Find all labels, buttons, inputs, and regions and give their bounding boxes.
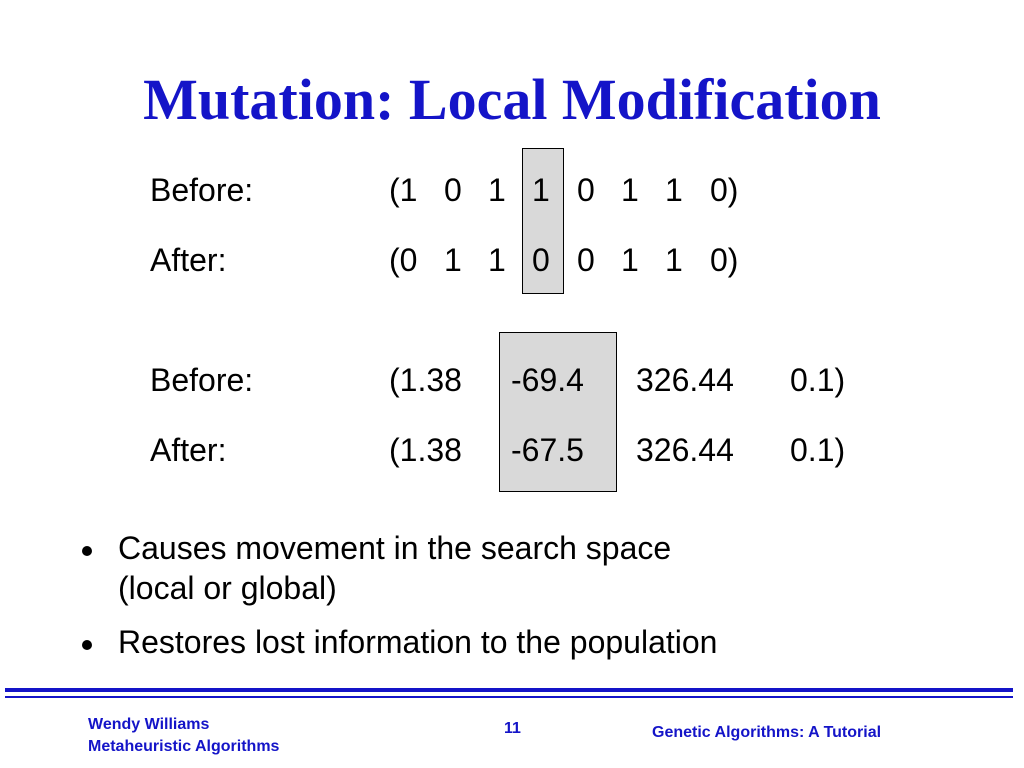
footer-deck-title: Genetic Algorithms: A Tutorial — [652, 724, 882, 741]
binary-after-bit: 1 — [665, 242, 683, 278]
footer-divider-thick — [5, 688, 1013, 692]
footer-divider-thin — [5, 696, 1013, 698]
real-after-value: (1.38 — [389, 432, 462, 468]
bullet-dot-icon — [82, 546, 92, 556]
real-before-value: 326.44 — [636, 362, 734, 398]
binary-before-bit: 0) — [710, 172, 739, 208]
binary-after-bit: (0 — [389, 242, 418, 278]
binary-after-bit: 0) — [710, 242, 739, 278]
binary-before-bit: 1 — [621, 172, 639, 208]
real-before-label: Before: — [150, 362, 254, 398]
binary-mutation-highlight — [522, 148, 564, 294]
real-after-label: After: — [150, 432, 227, 468]
bullet-text-continued: (local or global) — [118, 570, 337, 606]
real-after-value: 326.44 — [636, 432, 734, 468]
binary-after-bit: 1 — [621, 242, 639, 278]
binary-before-bit: 1 — [488, 172, 506, 208]
bullet-text: Causes movement in the search space — [118, 530, 672, 566]
binary-after-bit: 1 — [444, 242, 462, 278]
bullet-item: Causes movement in the search space (loc… — [78, 528, 978, 608]
binary-before-bit: 1 — [532, 172, 550, 208]
binary-after-label: After: — [150, 242, 227, 278]
binary-before-label: Before: — [150, 172, 254, 208]
binary-before-bit: 1 — [665, 172, 683, 208]
binary-after-bit: 0 — [577, 242, 595, 278]
real-after-value: 0.1) — [790, 432, 846, 468]
slide-title: Mutation: Local Modification — [143, 67, 881, 132]
footer-left: Wendy Williams Metaheuristic Algorithms — [88, 714, 279, 758]
bullet-list: Causes movement in the search space (loc… — [78, 528, 978, 676]
real-before-value: -69.4 — [511, 362, 584, 398]
real-after-value: -67.5 — [511, 432, 584, 468]
real-before-value: (1.38 — [389, 362, 462, 398]
binary-before-bit: 0 — [577, 172, 595, 208]
real-before-value: 0.1) — [790, 362, 846, 398]
footer-author: Wendy Williams — [88, 716, 210, 733]
binary-after-bit: 0 — [532, 242, 550, 278]
real-mutation-highlight — [499, 332, 617, 492]
bullet-dot-icon — [82, 640, 92, 650]
binary-after-bit: 1 — [488, 242, 506, 278]
bullet-text: Restores lost information to the populat… — [118, 624, 718, 660]
binary-before-bit: 0 — [444, 172, 462, 208]
page-number: 11 — [504, 720, 521, 737]
footer-subtitle: Metaheuristic Algorithms — [88, 738, 280, 755]
bullet-item: Restores lost information to the populat… — [78, 622, 978, 662]
binary-before-bit: (1 — [389, 172, 418, 208]
